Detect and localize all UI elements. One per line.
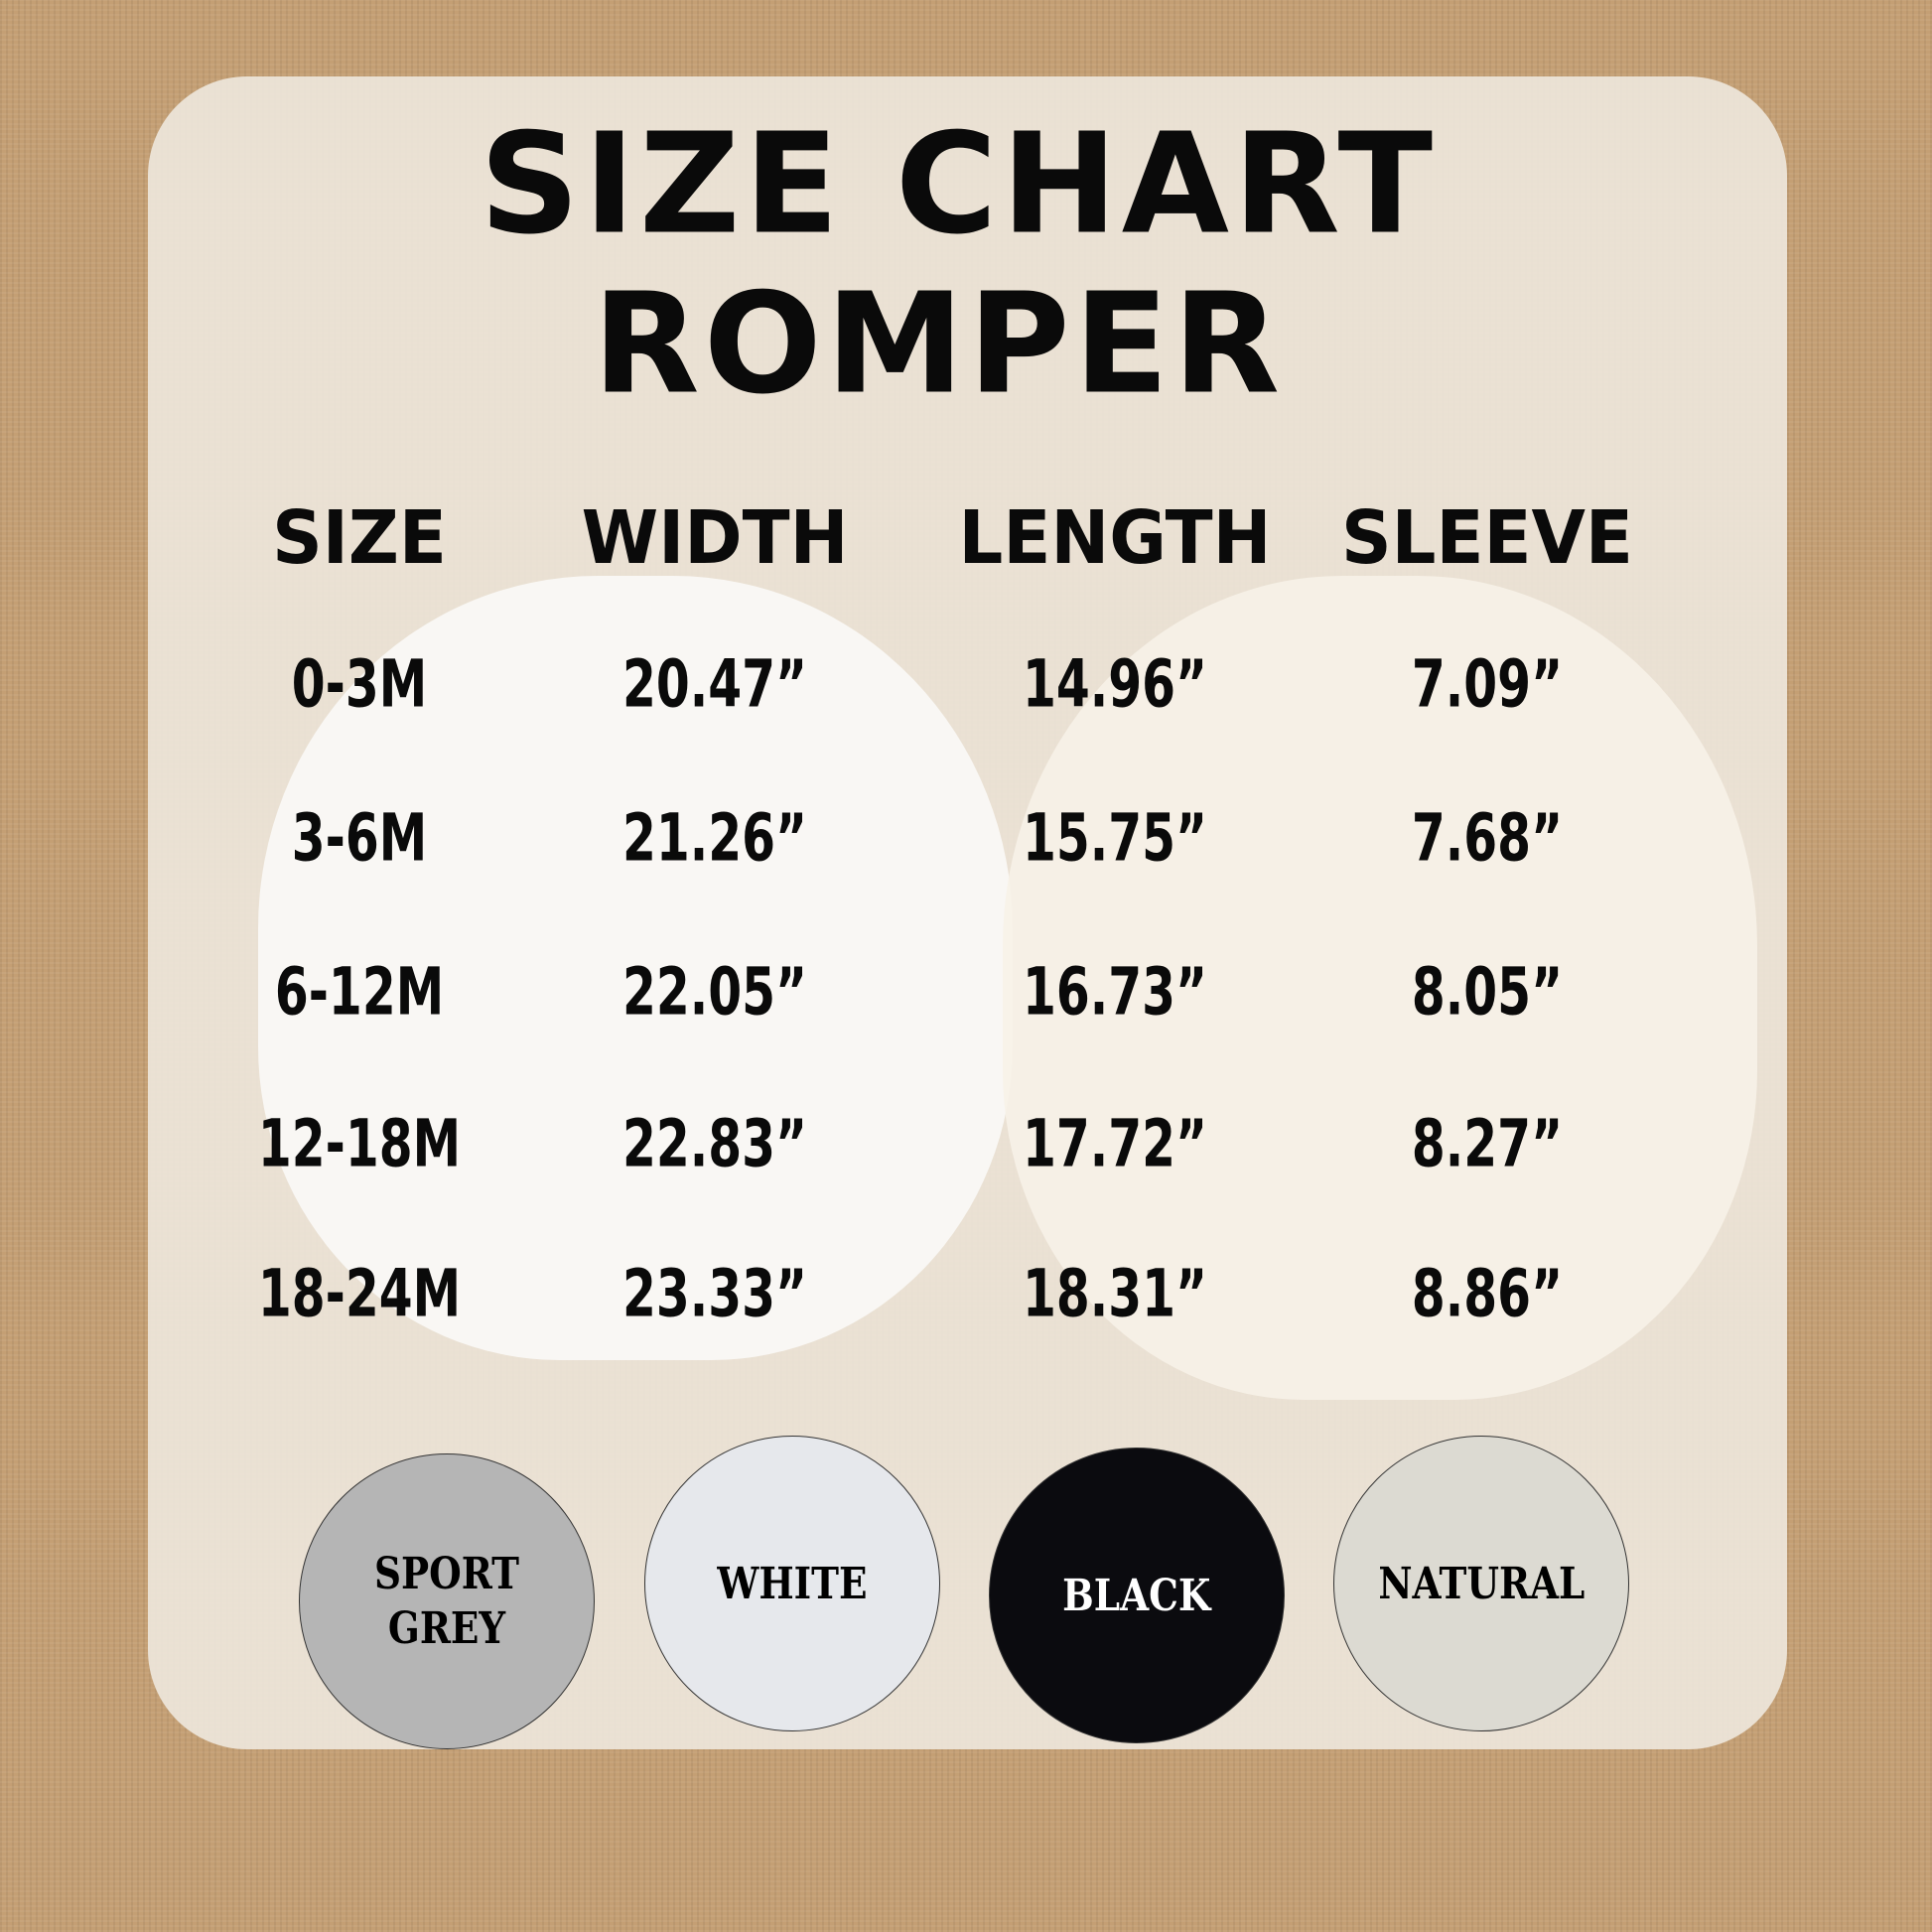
table-cell: 21.26”: [621, 799, 808, 877]
table-cell: 22.83”: [621, 1105, 808, 1182]
color-label: SPORT GREY: [374, 1549, 519, 1654]
table-cell: 7.09”: [1411, 645, 1564, 723]
table-cell: 23.33”: [621, 1255, 808, 1332]
table-cell: 8.86”: [1411, 1255, 1564, 1332]
title-line-1: SIZE CHART: [479, 103, 1438, 266]
color-label: WHITE: [717, 1558, 868, 1609]
column-header-width: WIDTH: [581, 495, 849, 581]
color-label: NATURAL: [1377, 1558, 1586, 1609]
romper-image-white: [258, 576, 1013, 1360]
table-cell: 22.05”: [621, 953, 808, 1031]
table-cell: 15.75”: [1022, 799, 1208, 877]
romper-image-natural: [1003, 576, 1757, 1400]
color-label: BLACK: [1062, 1570, 1211, 1621]
table-cell: 0-3M: [291, 645, 428, 723]
column-header-sleeve: SLEEVE: [1341, 495, 1633, 581]
column-header-size: SIZE: [272, 495, 447, 581]
column-header-length: LENGTH: [958, 495, 1272, 581]
table-cell: 6-12M: [274, 953, 445, 1031]
table-cell: 20.47”: [621, 645, 808, 723]
color-swatch-black: BLACK: [989, 1448, 1285, 1743]
color-swatch-sport-grey: SPORT GREY: [299, 1453, 595, 1749]
table-cell: 8.05”: [1411, 953, 1564, 1031]
table-cell: 3-6M: [291, 799, 428, 877]
table-cell: 18.31”: [1022, 1255, 1208, 1332]
table-cell: 14.96”: [1022, 645, 1208, 723]
table-cell: 18-24M: [257, 1255, 462, 1332]
table-cell: 17.72”: [1022, 1105, 1208, 1182]
table-cell: 7.68”: [1411, 799, 1564, 877]
table-cell: 8.27”: [1411, 1105, 1564, 1182]
table-cell: 12-18M: [257, 1105, 462, 1182]
table-cell: 16.73”: [1022, 953, 1208, 1031]
title-line-2: ROMPER: [592, 263, 1285, 426]
color-swatch-natural: NATURAL: [1333, 1436, 1629, 1731]
color-swatch-white: WHITE: [644, 1436, 940, 1731]
